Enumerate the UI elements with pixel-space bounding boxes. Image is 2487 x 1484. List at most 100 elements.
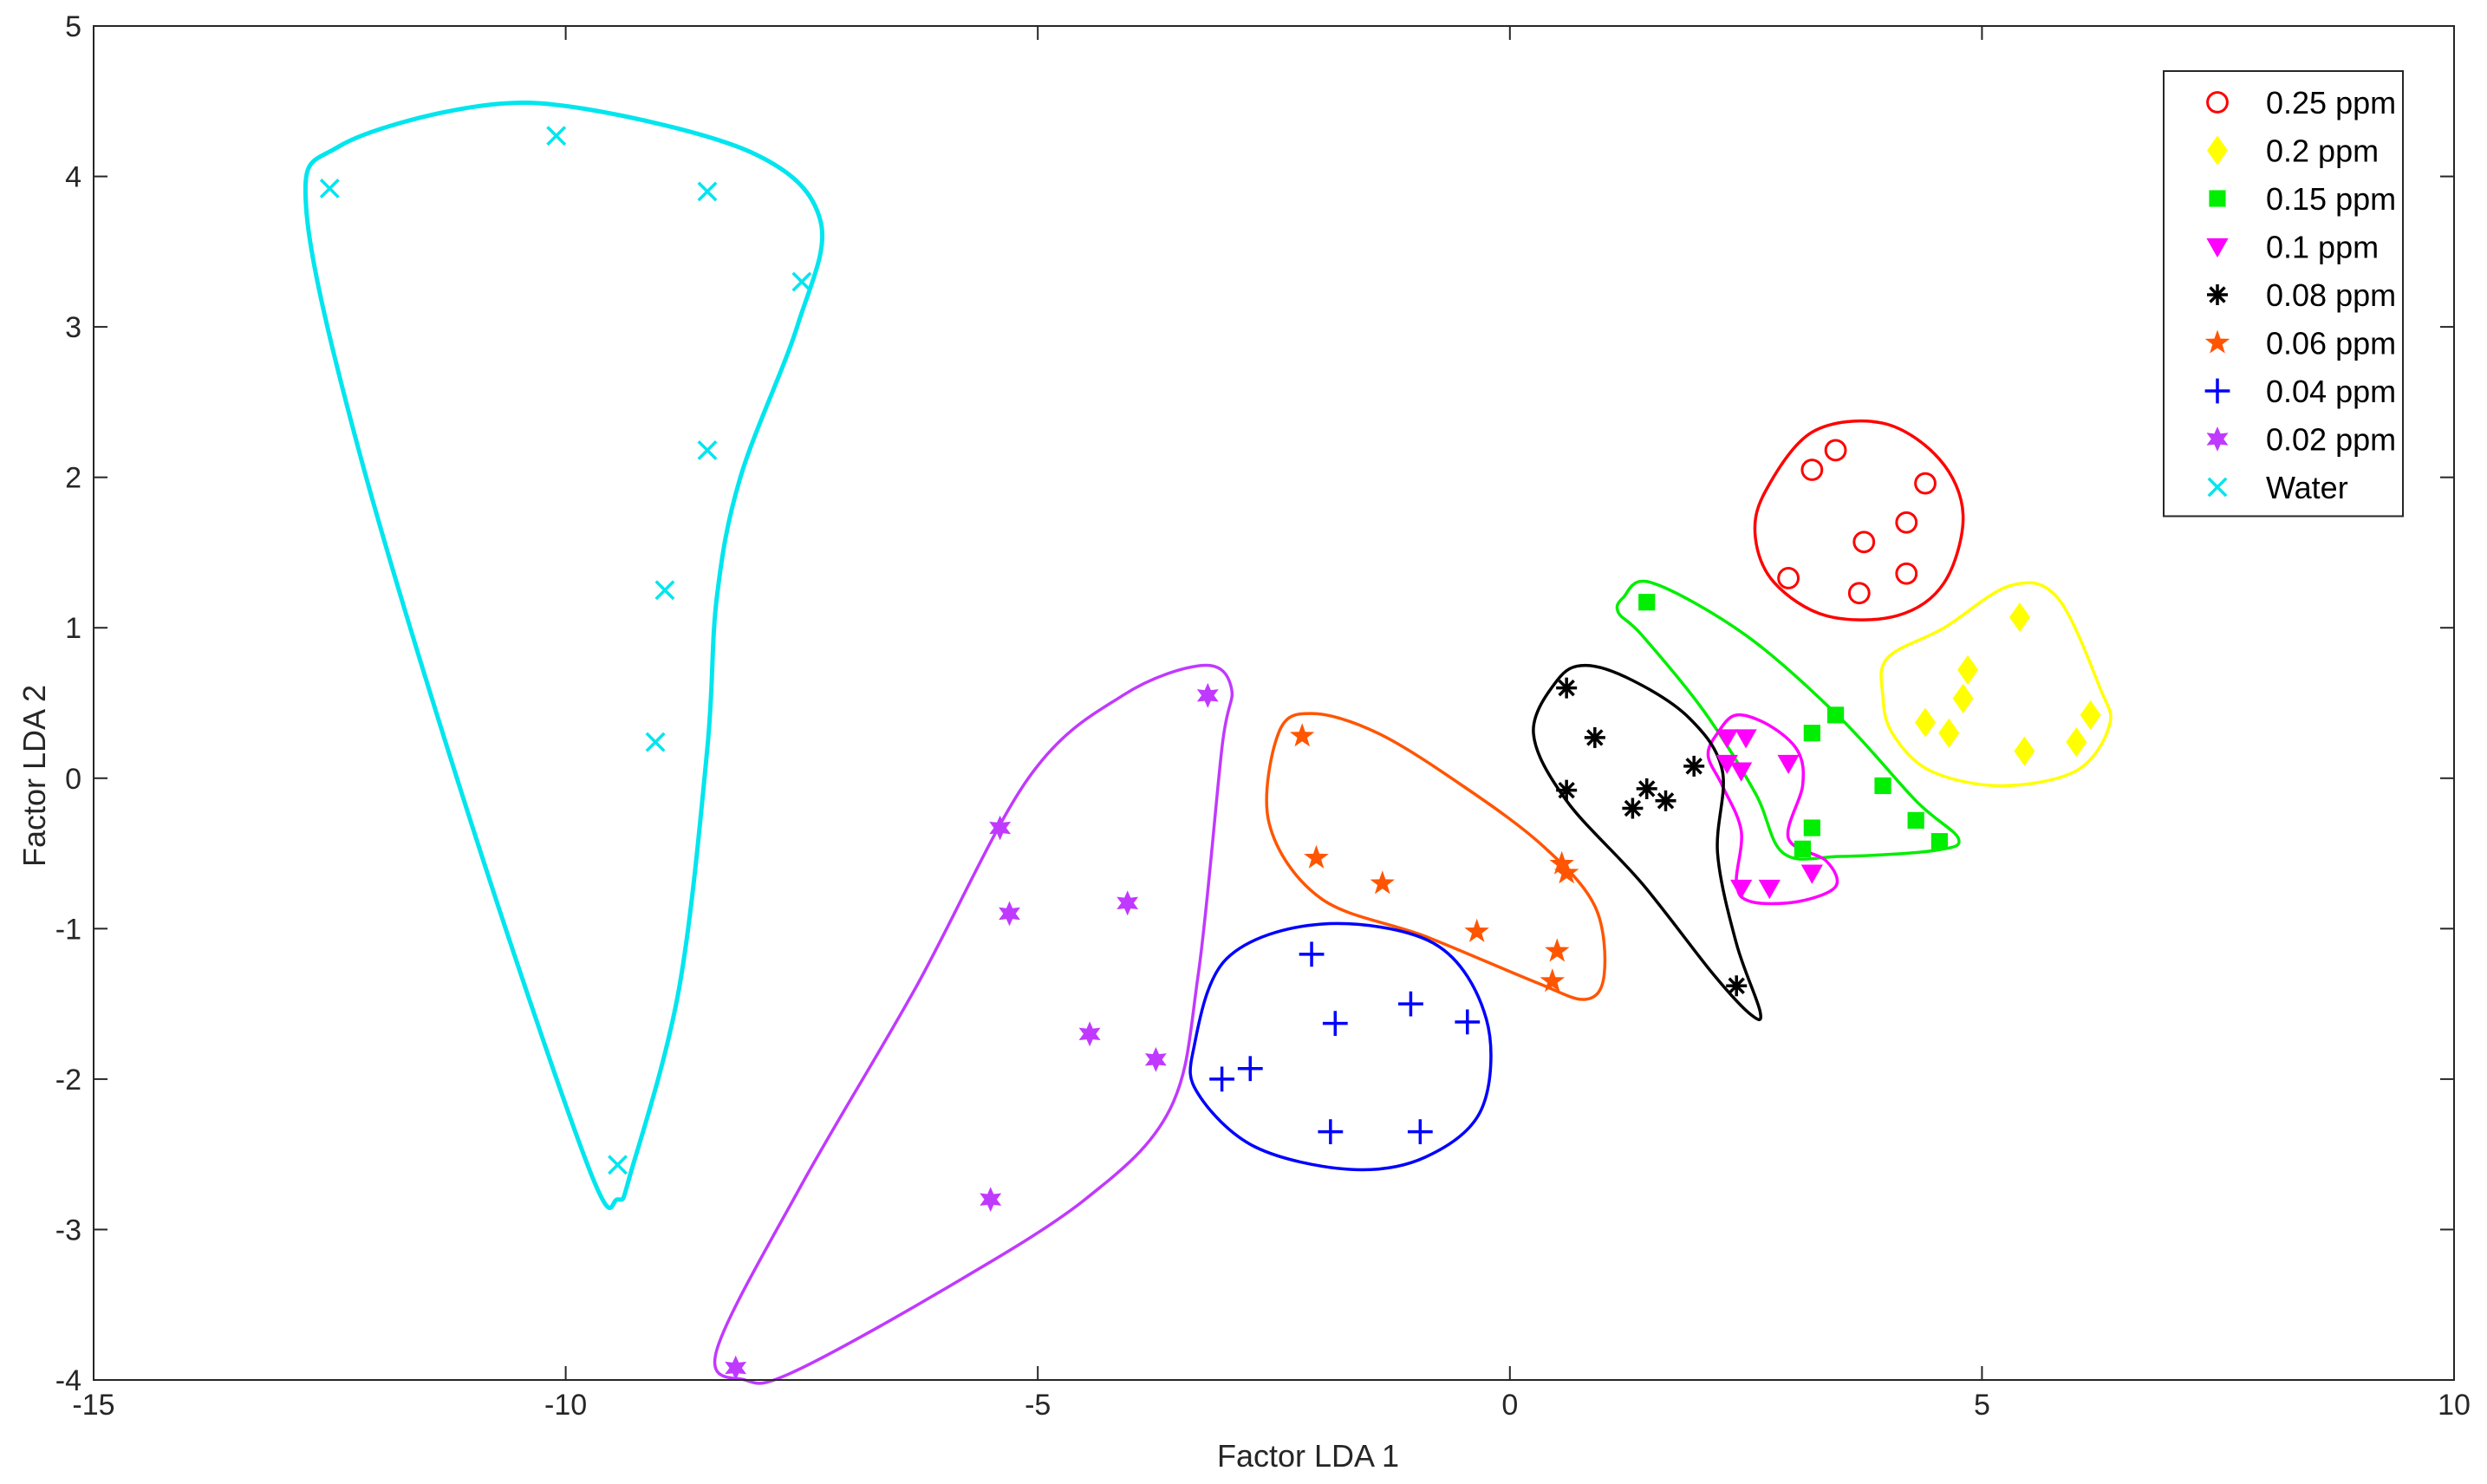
legend-marker-0-25-ppm: [2206, 91, 2229, 114]
point-0-08-ppm-2: [1584, 726, 1605, 748]
legend-label-0-08-ppm: 0.08 ppm: [2266, 277, 2396, 313]
point-0-25-ppm-8: [1895, 562, 1918, 585]
point-0-25-ppm-4: [1895, 511, 1918, 534]
legend-marker-0-1-ppm: [2206, 238, 2229, 258]
point-0-2-ppm-4: [1915, 707, 1937, 738]
point-0-06-ppm-2: [1304, 844, 1329, 869]
x-tick-label: 5: [1974, 1389, 1990, 1422]
cluster-outline-water: [303, 101, 825, 1210]
x-tick-label: 0: [1501, 1389, 1518, 1422]
point-0-08-ppm-6: [1683, 755, 1705, 777]
point-0-25-ppm-2: [1824, 439, 1847, 462]
cluster-outlines: [303, 101, 2113, 1385]
point-0-06-ppm-5: [1549, 850, 1574, 875]
legend-marker-0-06-ppm: [2204, 329, 2230, 354]
y-tick-label: -3: [55, 1214, 81, 1246]
point-0-04-ppm-4: [1455, 1009, 1481, 1035]
legend-marker-0-08-ppm: [2207, 284, 2228, 305]
point-0-25-ppm-6: [1777, 567, 1800, 589]
point-0-02-ppm-2: [989, 815, 1012, 841]
plot-area: [94, 26, 2454, 1380]
point-0-25-ppm-5: [1852, 530, 1876, 554]
point-0-15-ppm-7: [1907, 811, 1924, 829]
x-tick-label: -10: [544, 1389, 587, 1422]
point-0-02-ppm-4: [1117, 890, 1139, 916]
point-0-04-ppm-7: [1318, 1119, 1344, 1145]
point-0-04-ppm-8: [1407, 1119, 1433, 1145]
point-0-15-ppm-5: [1803, 819, 1820, 836]
cluster-outline-0-06-ppm: [1265, 712, 1607, 1001]
point-0-06-ppm-8: [1540, 968, 1566, 993]
y-tick-label: -2: [55, 1064, 81, 1097]
point-0-15-ppm-6: [1794, 840, 1812, 857]
legend-label-0-2-ppm: 0.2 ppm: [2266, 133, 2379, 169]
point-0-04-ppm-1: [1299, 941, 1325, 967]
point-0-1-ppm-8: [1800, 864, 1823, 884]
cluster-outline-0-02-ppm: [713, 663, 1234, 1385]
cluster-outline-0-08-ppm: [1532, 663, 1762, 1022]
legend-label-0-25-ppm: 0.25 ppm: [2266, 85, 2396, 120]
point-0-04-ppm-3: [1398, 991, 1423, 1017]
point-water-3: [319, 179, 340, 199]
x-tick-label: -5: [1025, 1389, 1051, 1422]
point-0-2-ppm-1: [2008, 602, 2030, 633]
point-0-15-ppm-1: [1638, 594, 1656, 611]
point-0-04-ppm-2: [1322, 1011, 1348, 1037]
legend-label-0-04-ppm: 0.04 ppm: [2266, 374, 2396, 409]
point-0-25-ppm-3: [1914, 472, 1937, 495]
legend-label-0-02-ppm: 0.02 ppm: [2266, 422, 2396, 458]
point-0-2-ppm-6: [2080, 700, 2101, 730]
point-0-02-ppm-7: [980, 1187, 1002, 1213]
point-water-7: [645, 732, 666, 752]
cluster-outline-0-2-ppm: [1879, 581, 2113, 788]
legend-marker-0-04-ppm: [2204, 378, 2230, 404]
cluster-outline-0-25-ppm: [1753, 419, 1965, 622]
y-tick-label: 3: [65, 311, 81, 344]
point-0-15-ppm-4: [1874, 777, 1891, 795]
point-0-2-ppm-5: [1938, 718, 1960, 748]
legend-label-0-15-ppm: 0.15 ppm: [2266, 181, 2396, 217]
point-0-15-ppm-8: [1930, 833, 1948, 850]
point-0-08-ppm-4: [1636, 778, 1657, 799]
y-tick-label: 2: [65, 462, 81, 495]
point-0-08-ppm-1: [1556, 677, 1578, 699]
point-0-15-ppm-3: [1803, 725, 1820, 742]
point-0-1-ppm-6: [1730, 879, 1753, 900]
data-points: [319, 126, 2101, 1381]
point-water-4: [791, 271, 812, 292]
point-water-8: [608, 1155, 628, 1175]
y-tick-label: -4: [55, 1364, 81, 1397]
point-0-1-ppm-3: [1716, 754, 1738, 775]
y-tick-label: 4: [65, 161, 81, 194]
y-tick-label: -1: [55, 913, 81, 946]
point-0-06-ppm-6: [1553, 860, 1579, 884]
x-tick-label: 10: [2438, 1389, 2471, 1422]
cluster-outline-0-15-ppm: [1615, 579, 1961, 861]
point-0-06-ppm-4: [1464, 918, 1489, 942]
point-0-08-ppm-7: [1622, 797, 1644, 819]
point-0-25-ppm-1: [1800, 459, 1824, 481]
point-0-1-ppm-1: [1716, 729, 1738, 749]
legend-box: [2163, 70, 2404, 517]
point-0-2-ppm-3: [1952, 683, 1974, 713]
plot-background: [94, 26, 2454, 1380]
point-0-25-ppm-7: [1847, 582, 1871, 605]
point-water-1: [546, 126, 567, 146]
point-0-04-ppm-5: [1237, 1056, 1263, 1082]
legend-marker-0-2-ppm: [2206, 135, 2229, 166]
point-0-15-ppm-2: [1826, 706, 1845, 724]
legend-label-0-1-ppm: 0.1 ppm: [2266, 230, 2379, 265]
point-0-08-ppm-3: [1556, 779, 1578, 801]
point-water-6: [654, 580, 675, 601]
point-0-06-ppm-7: [1545, 938, 1570, 962]
point-0-06-ppm-1: [1289, 723, 1315, 747]
point-0-2-ppm-8: [2066, 727, 2087, 758]
point-0-02-ppm-8: [725, 1355, 747, 1381]
axes-box: [93, 25, 2455, 1381]
legend: 0.25 ppm 0.2 ppm 0.15 ppm 0.1 ppm 0.08 ppm 0.…: [2163, 70, 2404, 517]
point-0-1-ppm-2: [1735, 729, 1757, 749]
point-0-1-ppm-7: [1758, 879, 1781, 900]
point-0-02-ppm-3: [999, 901, 1020, 927]
